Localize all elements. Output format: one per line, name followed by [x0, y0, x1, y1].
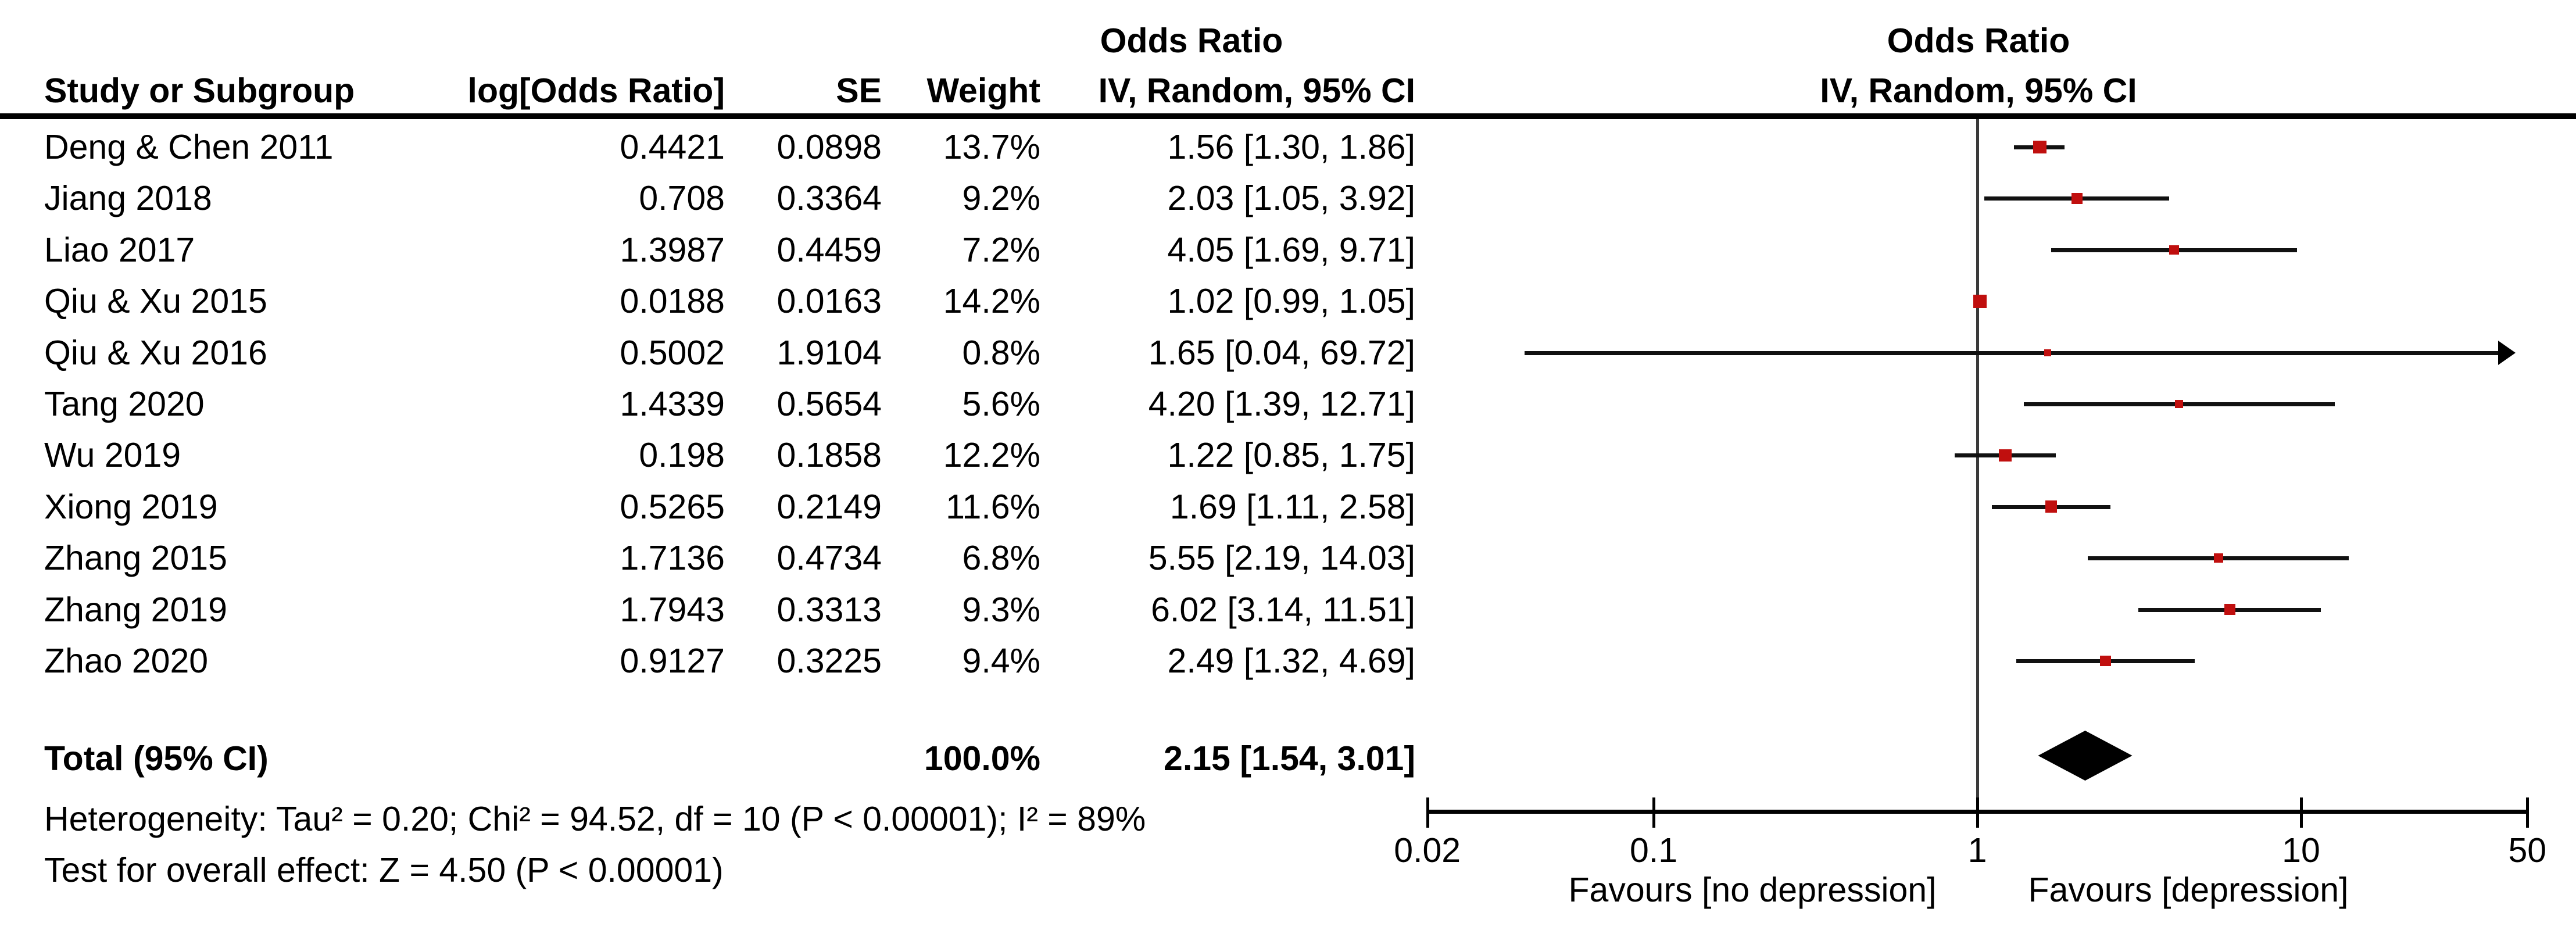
weight-value: 5.6%	[962, 385, 1040, 423]
ci-text-value: 2.03 [1.05, 3.92]	[1167, 179, 1415, 218]
total-row-ci-text: 2.15 [1.54, 3.01]	[1164, 739, 1415, 778]
x-axis-tick-label: 10	[2282, 831, 2320, 870]
x-axis-tick-label: 0.1	[1629, 831, 1678, 870]
study-name: Zhang 2015	[44, 539, 227, 578]
header-divider-rule	[0, 113, 2576, 119]
ci-text-value: 1.22 [0.85, 1.75]	[1167, 436, 1415, 475]
odds-ratio-marker	[2071, 193, 2083, 204]
study-name: Tang 2020	[44, 385, 205, 423]
log-odds-ratio-value: 1.3987	[620, 230, 725, 269]
total-row-weight: 100.0%	[924, 739, 1040, 778]
ci-text-value: 1.69 [1.11, 2.58]	[1169, 487, 1415, 526]
se-value: 0.4734	[777, 539, 882, 578]
favours-left-label: Favours [no depression]	[1568, 871, 1937, 909]
log-odds-ratio-value: 0.198	[639, 436, 725, 475]
se-value: 0.5654	[777, 385, 882, 423]
log-odds-ratio-value: 1.7136	[620, 539, 725, 578]
odds-ratio-marker	[1999, 449, 2012, 462]
null-effect-line	[1976, 119, 1979, 814]
x-axis-tick	[2300, 797, 2303, 828]
weight-value: 9.2%	[962, 179, 1040, 218]
odds-ratio-marker	[2213, 553, 2223, 563]
odds-ratio-marker	[2045, 500, 2058, 513]
se-column-header: SE	[836, 71, 882, 110]
weight-value: 6.8%	[962, 539, 1040, 578]
se-value: 0.4459	[777, 230, 882, 269]
weight-value: 11.6%	[946, 487, 1040, 526]
favours-right-label: Favours [depression]	[2028, 871, 2349, 909]
ci-text-value: 5.55 [2.19, 14.03]	[1148, 539, 1415, 578]
ci-column-header: IV, Random, 95% CI	[1098, 71, 1415, 110]
se-value: 0.1858	[777, 436, 882, 475]
log-odds-ratio-value: 0.9127	[620, 642, 725, 680]
heterogeneity-stats-line: Heterogeneity: Tau² = 0.20; Chi² = 94.52…	[44, 800, 1146, 838]
total-effect-diamond	[2038, 731, 2133, 781]
total-row-label: Total (95% CI)	[44, 739, 269, 778]
ci-text-value: 1.65 [0.04, 69.72]	[1148, 333, 1415, 372]
study-name: Zhang 2019	[44, 590, 227, 629]
weight-value: 12.2%	[943, 436, 1040, 475]
ci-text-value: 4.05 [1.69, 9.71]	[1167, 230, 1415, 269]
ci-text-value: 1.02 [0.99, 1.05]	[1167, 282, 1415, 321]
log-odds-ratio-value: 0.5002	[620, 333, 725, 372]
se-value: 0.0163	[777, 282, 882, 321]
se-value: 0.0898	[777, 128, 882, 166]
ci-text-value: 4.20 [1.39, 12.71]	[1148, 385, 1415, 423]
log-odds-ratio-value: 0.5265	[620, 487, 725, 526]
se-value: 0.3225	[777, 642, 882, 680]
odds-ratio-marker	[2174, 399, 2184, 409]
x-axis-tick-label: 50	[2508, 831, 2547, 870]
study-name: Qiu & Xu 2015	[44, 282, 267, 321]
weight-value: 7.2%	[962, 230, 1040, 269]
study-name: Liao 2017	[44, 230, 195, 269]
log-odds-ratio-value: 0.0188	[620, 282, 725, 321]
confidence-interval-line	[1525, 350, 2500, 355]
se-value: 0.3313	[777, 590, 882, 629]
odds-ratio-marker	[2033, 140, 2047, 154]
odds-ratio-marker	[1973, 294, 1987, 308]
odds-ratio-marker	[2100, 655, 2112, 667]
study-name: Deng & Chen 2011	[44, 128, 334, 166]
plot-ci-method-header: IV, Random, 95% CI	[1820, 71, 2137, 110]
ci-text-value: 1.56 [1.30, 1.86]	[1167, 128, 1415, 166]
log-odds-ratio-column-header: log[Odds Ratio]	[467, 71, 725, 110]
weight-value: 13.7%	[943, 128, 1040, 166]
odds-ratio-marker	[2169, 245, 2179, 255]
plot-odds-ratio-header: Odds Ratio	[1887, 22, 2070, 60]
odds-ratio-marker	[2044, 349, 2052, 356]
se-value: 0.3364	[777, 179, 882, 218]
weight-value: 14.2%	[943, 282, 1040, 321]
study-name: Xiong 2019	[44, 487, 218, 526]
study-name: Jiang 2018	[44, 179, 212, 218]
table-odds-ratio-header: Odds Ratio	[1100, 22, 1283, 60]
ci-text-value: 6.02 [3.14, 11.51]	[1151, 590, 1415, 629]
ci-text-value: 2.49 [1.32, 4.69]	[1167, 642, 1415, 680]
x-axis-tick-label: 0.02	[1394, 831, 1461, 870]
se-value: 0.2149	[777, 487, 882, 526]
study-name: Qiu & Xu 2016	[44, 333, 267, 372]
weight-value: 9.3%	[962, 590, 1040, 629]
log-odds-ratio-value: 0.708	[639, 179, 725, 218]
study-name: Zhao 2020	[44, 642, 209, 680]
odds-ratio-marker	[2224, 604, 2235, 615]
x-axis-tick	[2526, 797, 2530, 828]
x-axis-tick-label: 1	[1967, 831, 1987, 870]
log-odds-ratio-value: 0.4421	[620, 128, 725, 166]
log-odds-ratio-value: 1.4339	[620, 385, 725, 423]
weight-value: 9.4%	[962, 642, 1040, 680]
arrow-right-icon	[2498, 340, 2516, 365]
study-name: Wu 2019	[44, 436, 181, 475]
x-axis-tick	[1426, 797, 1429, 828]
weight-column-header: Weight	[926, 71, 1040, 110]
overall-effect-stats-line: Test for overall effect: Z = 4.50 (P < 0…	[44, 851, 724, 889]
x-axis-tick	[1652, 797, 1655, 828]
log-odds-ratio-value: 1.7943	[620, 590, 725, 629]
study-column-header: Study or Subgroup	[44, 71, 355, 110]
weight-value: 0.8%	[962, 333, 1040, 372]
se-value: 1.9104	[777, 333, 882, 372]
x-axis-tick	[1976, 797, 1979, 828]
